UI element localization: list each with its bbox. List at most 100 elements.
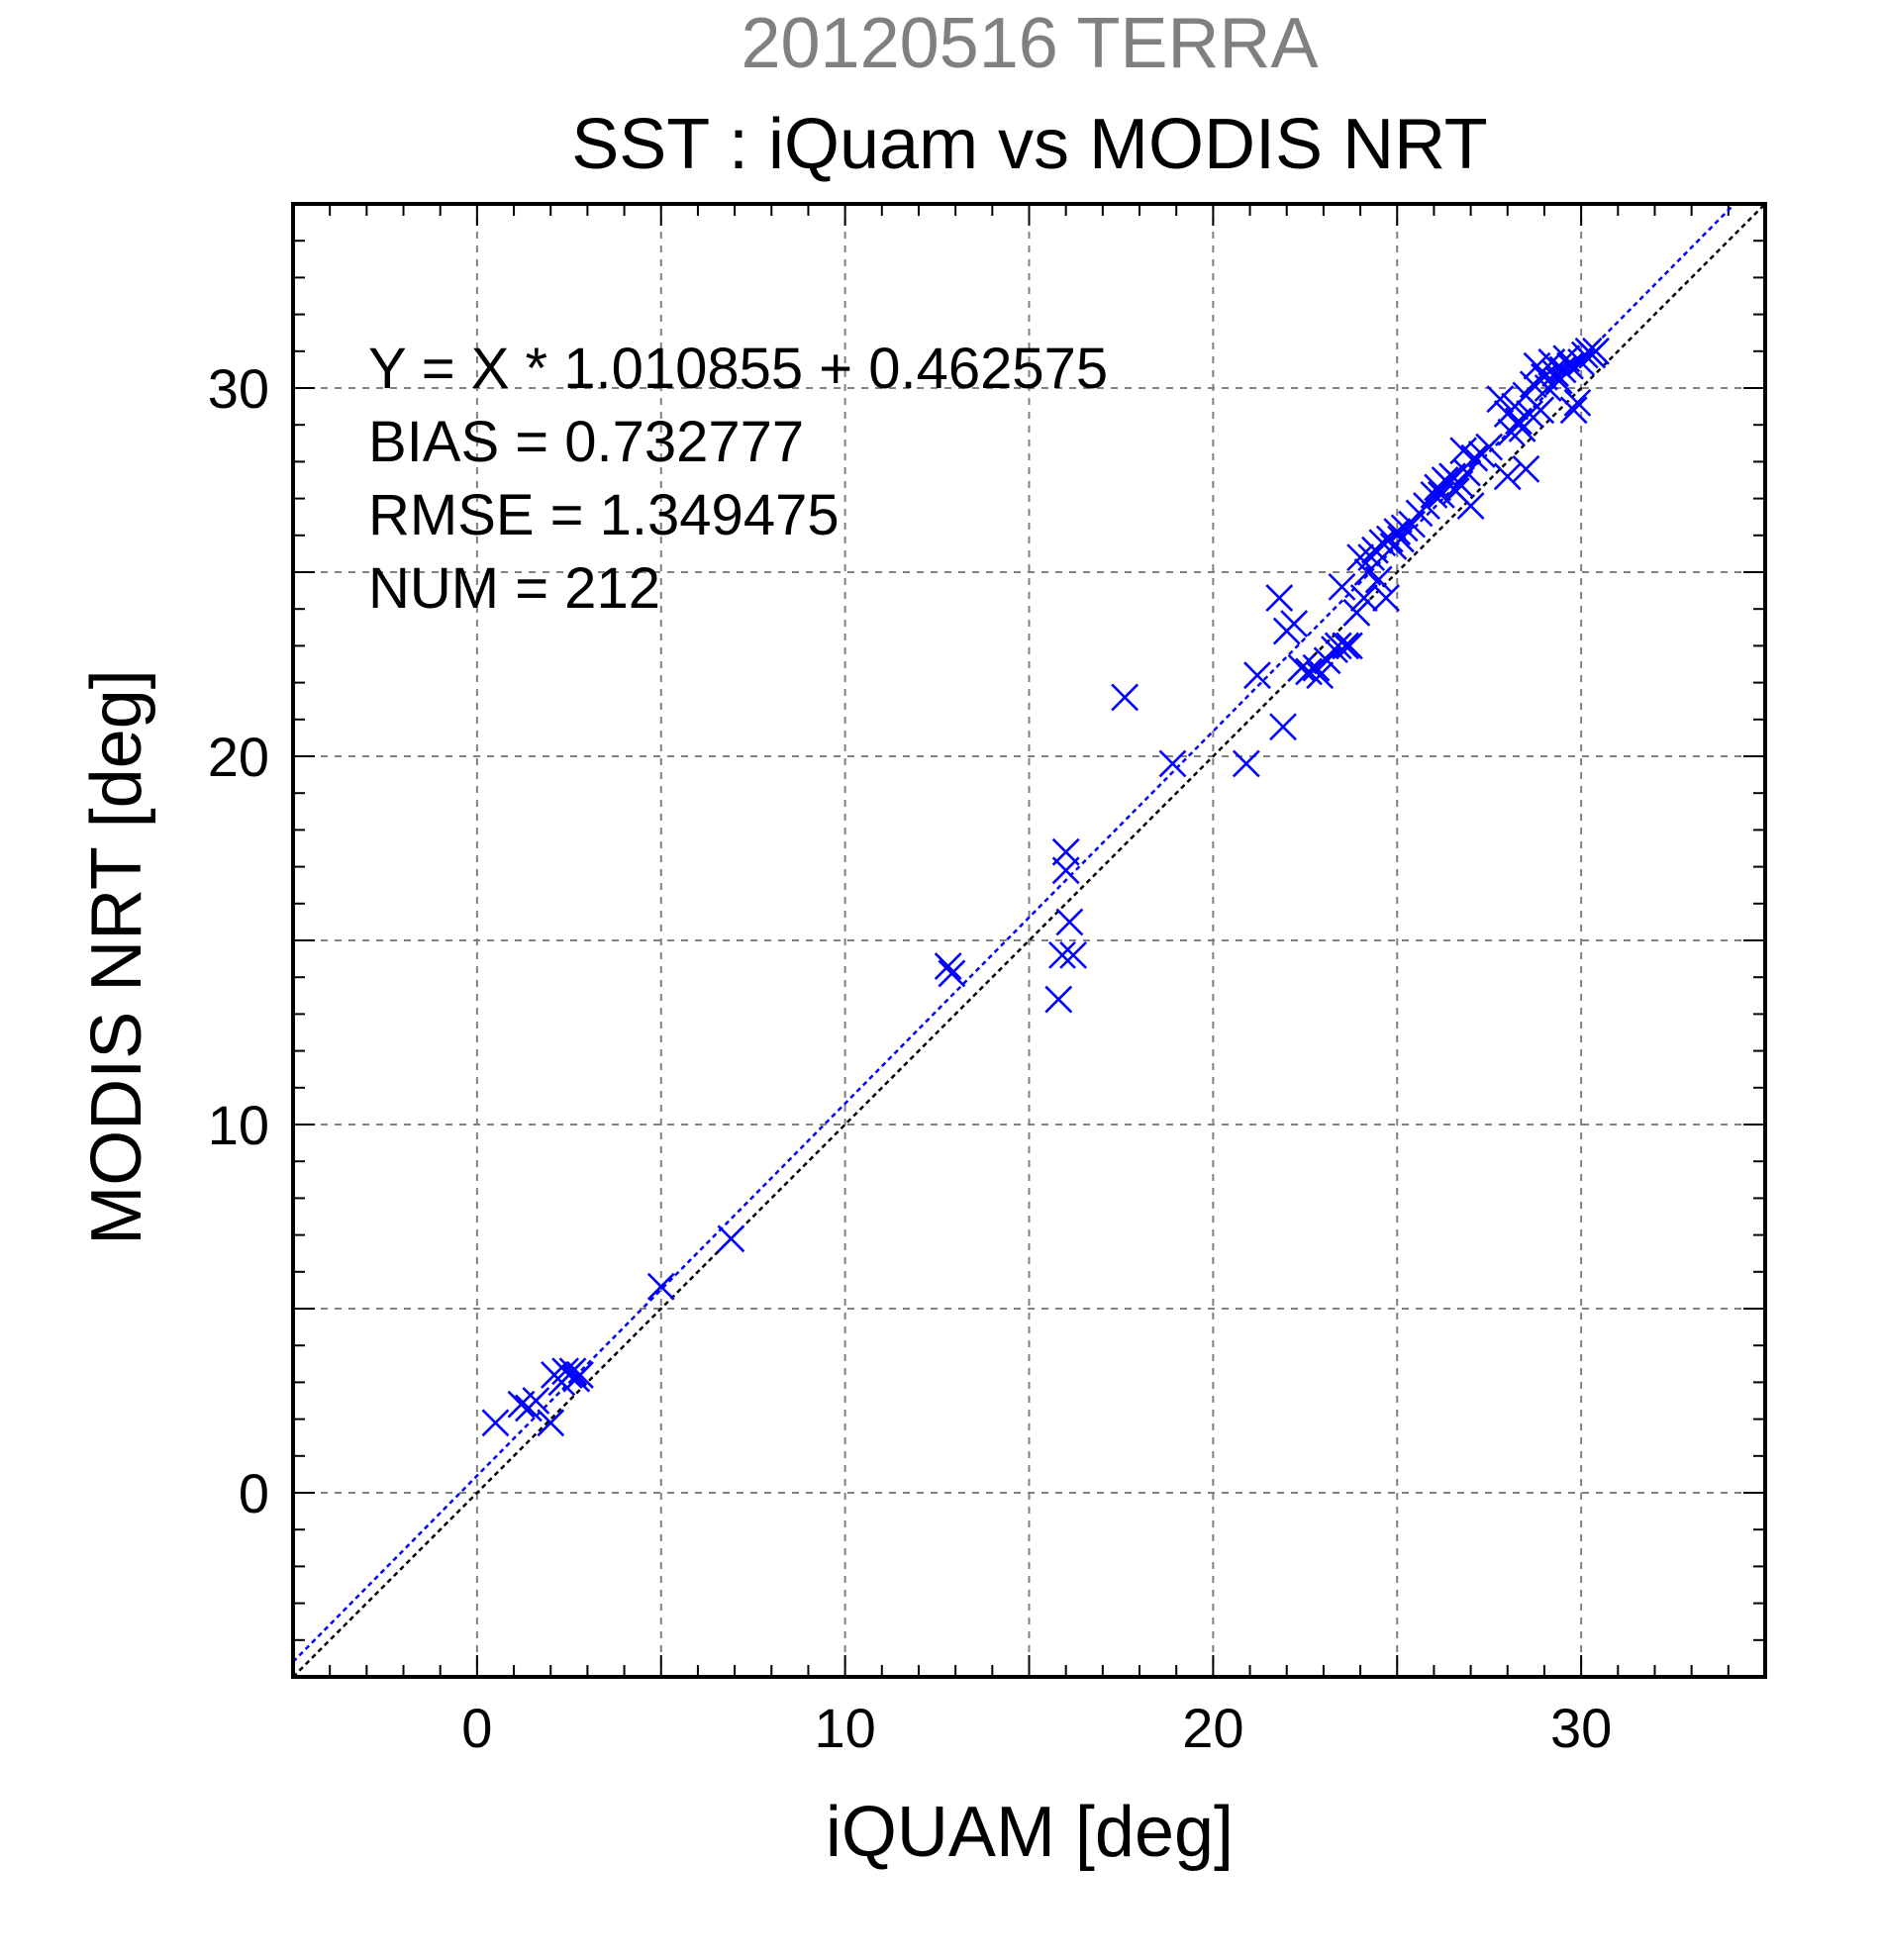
data-point-stroke (1387, 525, 1415, 553)
data-point (1548, 355, 1577, 384)
data-point (1452, 458, 1481, 487)
data-point-stroke (1493, 462, 1522, 491)
data-point-stroke (1269, 713, 1297, 741)
data-point-stroke (1328, 572, 1356, 601)
data-point (1346, 543, 1374, 572)
data-markers (481, 337, 1610, 1437)
data-point-stroke (1342, 599, 1371, 627)
data-point (1368, 529, 1397, 557)
data-point-stroke (1563, 388, 1592, 417)
data-point-stroke (1582, 337, 1610, 365)
data-point-stroke (1287, 653, 1316, 682)
data-point-stroke (1306, 661, 1335, 690)
data-point-stroke (558, 1357, 587, 1386)
data-point-stroke (1456, 492, 1485, 520)
data-point-stroke (1346, 543, 1374, 572)
data-point-stroke (1475, 433, 1504, 461)
data-point-stroke (1527, 396, 1555, 425)
data-point (1232, 749, 1260, 778)
data-point-stroke (1059, 940, 1088, 969)
data-point (1383, 518, 1412, 545)
data-point (1306, 661, 1335, 690)
data-point (1265, 584, 1294, 612)
data-point (1372, 584, 1401, 612)
data-point-stroke (1232, 749, 1260, 778)
data-point (1051, 856, 1080, 885)
data-point (717, 1225, 745, 1253)
data-point (1563, 388, 1592, 417)
y-tick-label: 10 (208, 1094, 269, 1156)
data-point-stroke (1368, 529, 1397, 557)
data-point (1287, 653, 1316, 682)
data-point (1559, 396, 1588, 425)
data-point (481, 1409, 510, 1437)
data-point-stroke (1541, 359, 1570, 388)
data-point (1527, 396, 1555, 425)
data-point-stroke (1559, 396, 1588, 425)
regression-line (292, 203, 1735, 1663)
stats-box: Y = X * 1.010855 + 0.462575 BIAS = 0.732… (368, 337, 1108, 621)
data-point-stroke (1460, 443, 1489, 472)
data-point (938, 959, 966, 988)
data-point-stroke (1295, 657, 1323, 686)
data-point (1324, 632, 1352, 660)
data-point (1387, 525, 1415, 553)
data-point (1486, 385, 1515, 414)
data-point-stroke (566, 1361, 594, 1389)
data-point (1269, 713, 1297, 741)
data-point-stroke (1243, 661, 1271, 690)
data-point (1364, 565, 1393, 594)
data-point-stroke (1548, 355, 1577, 384)
grid-lines (293, 204, 1765, 1677)
y-tick-label: 30 (208, 357, 269, 420)
data-point (1512, 454, 1540, 483)
data-point-stroke (646, 1272, 675, 1301)
data-point (1243, 661, 1271, 690)
data-point-stroke (938, 959, 966, 988)
data-point (566, 1361, 594, 1389)
data-point-stroke (1372, 584, 1401, 612)
y-tick-label: 0 (239, 1462, 269, 1524)
data-point (1328, 572, 1356, 601)
data-point (1044, 985, 1073, 1014)
chart-title: SST : iQuam vs MODIS NRT (571, 105, 1488, 184)
data-point-stroke (717, 1225, 745, 1253)
fit-equation: Y = X * 1.010855 + 0.462575 (368, 337, 1108, 401)
y-axis-label: MODIS NRT [deg] (77, 669, 156, 1245)
data-point-stroke (1531, 362, 1558, 391)
data-point-stroke (1265, 584, 1294, 612)
data-point-stroke (1048, 940, 1076, 969)
x-tick-label: 10 (814, 1697, 875, 1759)
num-stat: NUM = 212 (368, 556, 660, 621)
data-point-stroke (1349, 584, 1378, 612)
x-tick-label: 0 (461, 1697, 492, 1759)
data-point (1158, 749, 1187, 778)
data-point-stroke (537, 1409, 565, 1437)
data-point (1295, 657, 1323, 686)
data-point (522, 1387, 550, 1415)
data-point-stroke (1055, 908, 1084, 936)
data-point-stroke (481, 1409, 510, 1437)
data-point (1048, 940, 1076, 969)
chart-supertitle: 20120516 TERRA (741, 4, 1318, 83)
data-point-stroke (1158, 749, 1187, 778)
data-point (934, 952, 962, 980)
data-point (1493, 462, 1522, 491)
data-point-stroke (1280, 610, 1309, 637)
data-point (1336, 632, 1363, 660)
plot-frame (291, 202, 1767, 1679)
data-point (646, 1272, 675, 1301)
y-tick-label: 20 (208, 726, 269, 788)
data-point (1342, 599, 1371, 627)
data-point-stroke (1556, 351, 1584, 380)
data-point (1582, 337, 1610, 365)
data-point-stroke (1044, 985, 1073, 1014)
data-point-stroke (1111, 683, 1139, 712)
data-point (537, 1409, 565, 1437)
data-point-stroke (1383, 518, 1412, 545)
rmse-stat: RMSE = 1.349475 (368, 483, 840, 547)
data-point (1460, 443, 1489, 472)
data-point-stroke (1324, 632, 1352, 660)
reference-and-fit-lines (292, 203, 1766, 1678)
